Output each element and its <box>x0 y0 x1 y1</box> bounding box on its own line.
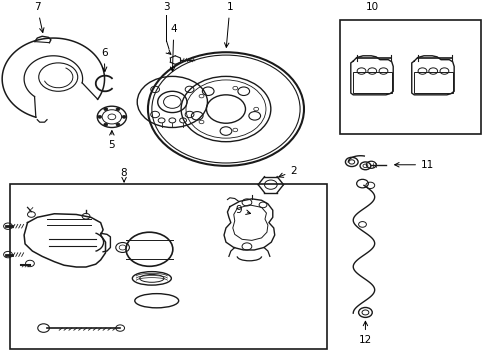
Circle shape <box>116 123 120 126</box>
Text: 4: 4 <box>170 24 177 71</box>
Circle shape <box>103 123 107 126</box>
Text: 5: 5 <box>108 131 115 150</box>
Text: 8: 8 <box>121 167 127 177</box>
Text: 6: 6 <box>101 48 107 71</box>
Bar <box>352 72 391 93</box>
Circle shape <box>122 116 126 118</box>
Circle shape <box>98 116 102 118</box>
Text: 9: 9 <box>235 205 250 215</box>
Bar <box>339 20 480 134</box>
Circle shape <box>116 108 120 111</box>
Circle shape <box>103 108 107 111</box>
Text: 10: 10 <box>365 3 378 13</box>
Text: 7: 7 <box>34 3 44 32</box>
Bar <box>10 184 327 348</box>
Text: 1: 1 <box>224 3 233 47</box>
Text: 11: 11 <box>394 160 433 170</box>
Text: 3: 3 <box>163 3 169 13</box>
Text: 2: 2 <box>278 166 296 177</box>
Text: 12: 12 <box>358 321 371 345</box>
Bar <box>413 72 452 93</box>
